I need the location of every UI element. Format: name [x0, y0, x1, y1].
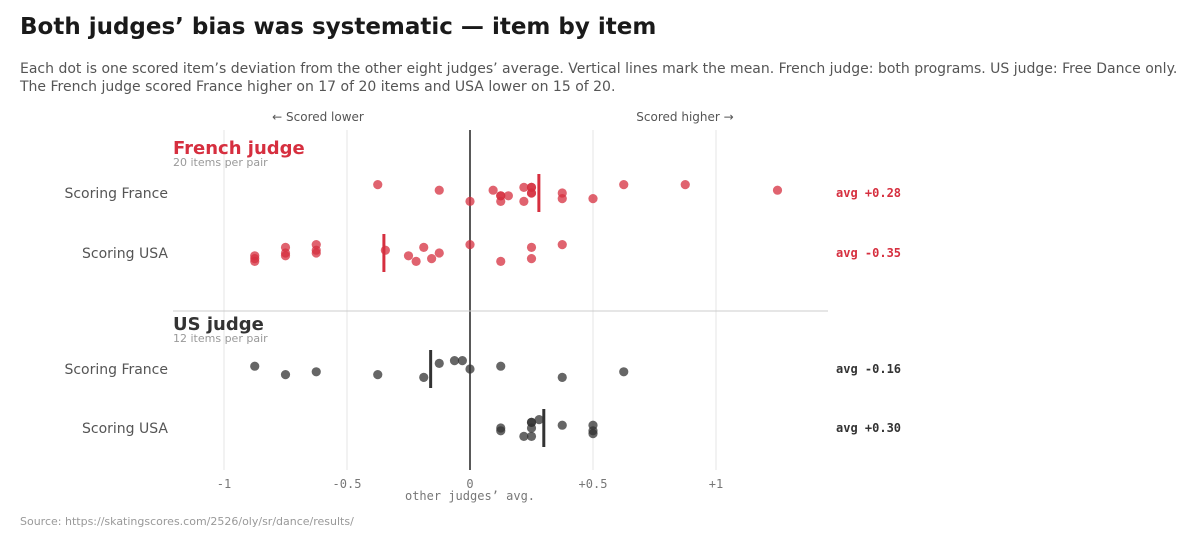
data-point: [519, 182, 529, 192]
x-tick-label: +1: [709, 477, 723, 491]
data-point: [588, 429, 598, 439]
subtitle-line-1: Each dot is one scored item’s deviation …: [20, 61, 1178, 77]
panel-title: US judge: [173, 314, 264, 335]
data-point: [526, 188, 537, 198]
data-point: [496, 361, 506, 371]
data-point: [557, 188, 567, 198]
data-point: [311, 248, 321, 258]
source-note: Source: https://skatingscores.com/2526/o…: [20, 515, 354, 528]
data-point: [434, 248, 444, 258]
data-point: [680, 180, 690, 190]
x-axis-title: other judges’ avg.: [405, 489, 535, 503]
row-scoring-usa: Scoring USA avg -0.35: [82, 234, 901, 272]
data-point: [557, 420, 567, 430]
data-point: [557, 240, 567, 250]
x-tick-label: 0: [466, 477, 473, 491]
data-point: [465, 240, 475, 250]
data-point: [503, 191, 513, 201]
data-point: [526, 242, 537, 252]
data-point: [419, 372, 429, 382]
row-label: Scoring France: [64, 362, 168, 378]
chart-title: Both judges’ bias was systematic — item …: [20, 14, 657, 40]
data-point: [526, 254, 537, 264]
data-point: [557, 372, 567, 382]
data-point: [465, 364, 475, 374]
row-scoring-france: Scoring France avg +0.28: [64, 174, 901, 212]
panel-title: French judge: [173, 138, 305, 159]
data-point: [419, 242, 429, 252]
data-point: [434, 185, 444, 195]
subtitle-line-2: The French judge scored France higher on…: [20, 79, 616, 95]
gridlines: [223, 130, 717, 470]
data-point: [427, 254, 437, 264]
panel-note: 12 items per pair: [173, 332, 268, 345]
row-scoring-france: Scoring France avg -0.16: [64, 350, 901, 388]
data-point: [250, 361, 260, 371]
direction-label-higher: Scored higher →: [636, 110, 733, 124]
data-point: [449, 356, 460, 366]
data-point: [280, 248, 291, 258]
data-point: [457, 356, 467, 366]
data-point: [619, 367, 629, 377]
data-point: [519, 196, 529, 206]
data-point: [588, 194, 598, 204]
data-point: [534, 415, 544, 425]
data-point: [465, 196, 475, 206]
data-point: [373, 370, 383, 380]
mean-label: avg +0.28: [836, 186, 901, 200]
data-point: [526, 431, 537, 441]
data-point: [373, 180, 383, 190]
x-tick-label: -1: [217, 477, 231, 491]
data-point: [311, 367, 321, 377]
data-point: [496, 256, 506, 266]
data-point: [280, 370, 291, 380]
chart-subtitle: Each dot is one scored item’s deviation …: [20, 60, 1195, 96]
row-label: Scoring France: [64, 186, 168, 202]
mean-label: avg -0.16: [836, 362, 901, 376]
data-point: [250, 256, 260, 266]
row-scoring-usa: Scoring USA avg +0.30: [82, 409, 901, 447]
direction-label-lower: ← Scored lower: [272, 110, 364, 124]
data-point: [496, 423, 506, 433]
data-point: [519, 431, 529, 441]
data-point: [772, 185, 783, 195]
data-point: [434, 358, 444, 368]
mean-label: avg -0.35: [836, 246, 901, 260]
row-label: Scoring USA: [82, 421, 168, 437]
row-label: Scoring USA: [82, 246, 168, 262]
x-axis: -1 -0.5 0 +0.5 +1: [217, 477, 723, 491]
data-point: [619, 180, 629, 190]
data-point: [496, 191, 506, 201]
mean-label: avg +0.30: [836, 421, 901, 435]
x-tick-label: -0.5: [333, 477, 362, 491]
x-tick-label: +0.5: [579, 477, 608, 491]
data-point: [526, 417, 537, 427]
data-point: [403, 251, 414, 261]
data-point: [411, 256, 421, 266]
data-point: [488, 185, 498, 195]
panel-note: 20 items per pair: [173, 156, 268, 169]
